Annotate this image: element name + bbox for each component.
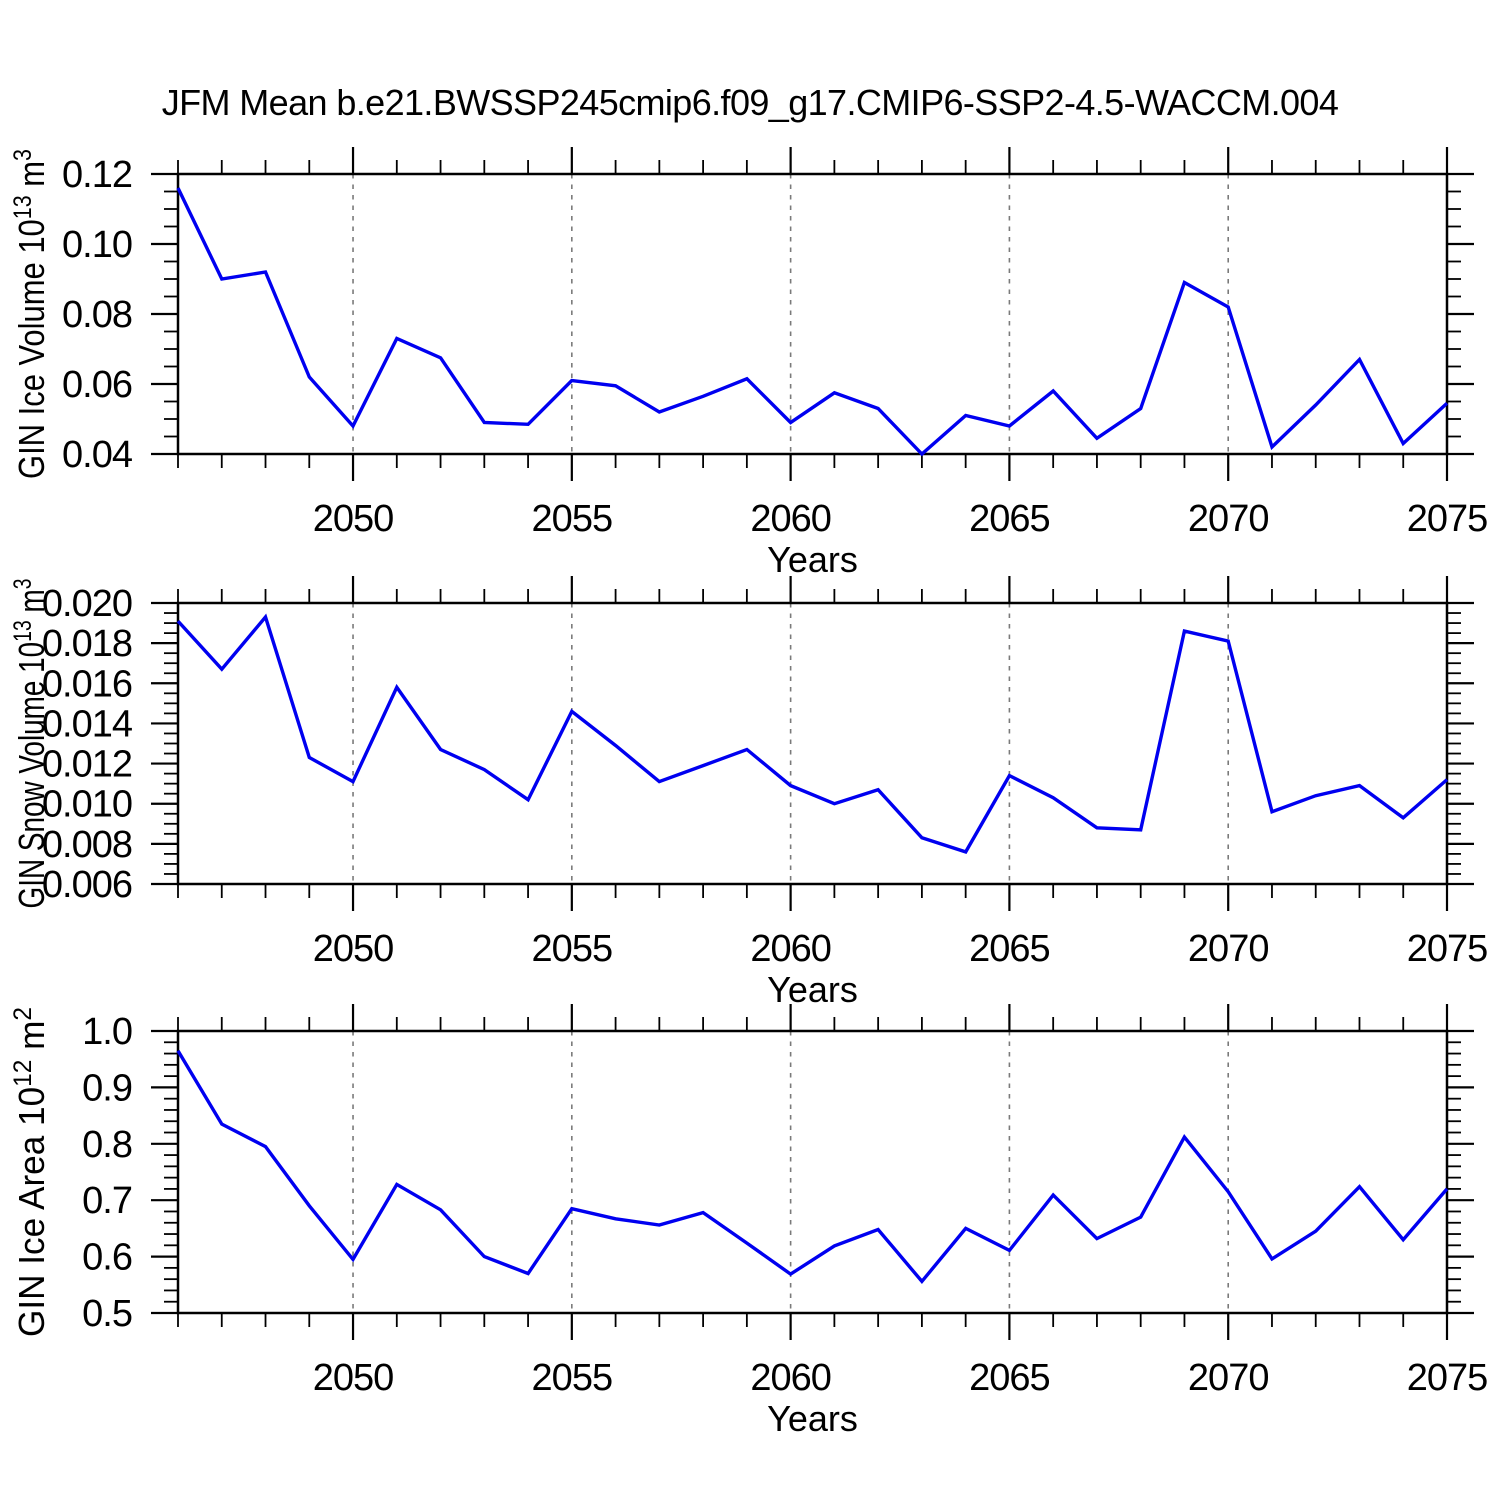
x-tick-label: 2050 xyxy=(313,498,394,540)
y-tick-label: 0.006 xyxy=(42,864,132,906)
panel-3-frame xyxy=(176,1029,1449,1315)
y-axis-title: GIN Ice Area 1012 m2 xyxy=(9,1007,52,1337)
x-axis-title: Years xyxy=(767,539,858,580)
y-axis-title-sup: 2 xyxy=(9,1007,37,1021)
y-axis-title-part: m xyxy=(11,1021,52,1060)
x-tick-label: 2070 xyxy=(1188,928,1269,970)
panel-2-x-ticks xyxy=(177,576,1449,911)
y-axis-title-part: m xyxy=(11,589,52,620)
panel-1-gridlines xyxy=(352,174,1230,454)
y-axis-title: GIN Ice Volume 1013 m3 xyxy=(9,149,52,479)
panel-1: 0.04 0.06 0.08 0.10 0.12 2050 2055 2060 2065 2070… xyxy=(9,147,1489,580)
x-tick-label: 2075 xyxy=(1407,498,1488,540)
x-axis-title: Years xyxy=(767,969,858,1010)
y-axis-title-sup: 13 xyxy=(9,195,37,219)
x-tick-label: 2070 xyxy=(1188,498,1269,540)
y-tick-label: 0.04 xyxy=(62,434,133,476)
y-axis-title-part: m xyxy=(11,161,52,195)
x-tick-label: 2055 xyxy=(532,498,613,540)
y-tick-label: 0.008 xyxy=(42,824,132,866)
panel-2-frame xyxy=(176,601,1449,886)
y-tick-label: 0.016 xyxy=(42,663,132,705)
y-tick-label: 0.018 xyxy=(42,623,132,665)
x-tick-label: 2055 xyxy=(532,1357,613,1399)
y-tick-label: 0.010 xyxy=(42,784,132,826)
panel-1-data-line xyxy=(176,187,1449,457)
x-tick-label: 2065 xyxy=(969,1357,1050,1399)
y-tick-label: 0.7 xyxy=(82,1180,132,1222)
panel-1-x-ticks xyxy=(177,147,1449,481)
panel-3-data-line xyxy=(176,1049,1449,1285)
x-tick-label: 2075 xyxy=(1407,1357,1488,1399)
y-axis-title-part: GIN Snow Volume 10 xyxy=(11,642,52,909)
x-tick-label: 2065 xyxy=(969,498,1050,540)
panel-1-y-tick-labels: 0.04 0.06 0.08 0.10 0.12 xyxy=(62,154,134,476)
panel-3-y-ticks xyxy=(151,1029,1474,1315)
x-tick-label: 2060 xyxy=(750,928,831,970)
y-axis-title-sup: 13 xyxy=(9,620,37,642)
panel-2-y-ticks xyxy=(151,601,1474,886)
x-tick-label: 2075 xyxy=(1407,928,1488,970)
panel-1-y-ticks xyxy=(151,172,1474,456)
panel-2-x-tick-labels: 2050 2055 2060 2065 2070 2075 xyxy=(313,928,1489,970)
x-tick-label: 2065 xyxy=(969,928,1050,970)
y-axis-title-sup: 12 xyxy=(9,1060,37,1087)
x-tick-label: 2070 xyxy=(1188,1357,1269,1399)
panel-3-gridlines xyxy=(352,1031,1230,1313)
y-axis-title: GIN Snow Volume 1013 m3 xyxy=(9,579,52,909)
y-tick-label: 0.08 xyxy=(62,294,132,336)
x-tick-label: 2050 xyxy=(313,928,394,970)
y-axis-title-sup: 3 xyxy=(9,149,37,161)
y-tick-label: 0.12 xyxy=(62,154,132,196)
y-tick-label: 0.06 xyxy=(62,364,132,406)
panel-1-frame xyxy=(176,172,1449,456)
y-axis-title-part: GIN Ice Volume 10 xyxy=(11,219,52,479)
chart-title: JFM Mean b.e21.BWSSP245cmip6.f09_g17.CMI… xyxy=(161,82,1339,123)
panel-3-x-ticks xyxy=(177,1004,1449,1340)
x-tick-label: 2055 xyxy=(532,928,613,970)
panel-2: 0.0060.0080.0100.0120.0140.0160.0180.020… xyxy=(9,576,1489,1010)
y-axis-title-sup: 3 xyxy=(9,579,37,590)
y-tick-label: 0.020 xyxy=(42,583,132,625)
panel-3-x-tick-labels: 2050 2055 2060 2065 2070 2075 xyxy=(313,1357,1489,1399)
x-tick-label: 2060 xyxy=(750,1357,831,1399)
y-axis-title-part: GIN Ice Area 10 xyxy=(11,1087,52,1337)
y-tick-label: 0.012 xyxy=(42,744,132,786)
x-tick-label: 2050 xyxy=(313,1357,394,1399)
panel-2-gridlines xyxy=(352,603,1230,884)
y-tick-label: 0.6 xyxy=(82,1237,132,1279)
y-tick-label: 0.8 xyxy=(82,1124,132,1166)
y-tick-label: 0.10 xyxy=(62,224,132,266)
y-tick-label: 0.9 xyxy=(82,1067,132,1109)
y-tick-label: 0.5 xyxy=(82,1293,132,1335)
x-axis-title: Years xyxy=(767,1398,858,1439)
y-tick-label: 1.0 xyxy=(82,1011,132,1053)
x-tick-label: 2060 xyxy=(750,498,831,540)
y-tick-label: 0.014 xyxy=(42,703,133,745)
panel-3-y-tick-labels: 0.5 0.6 0.7 0.8 0.9 1.0 xyxy=(82,1011,133,1335)
panel-1-x-tick-labels: 2050 2055 2060 2065 2070 2075 xyxy=(313,498,1489,540)
panel-2-data-line xyxy=(176,613,1449,854)
